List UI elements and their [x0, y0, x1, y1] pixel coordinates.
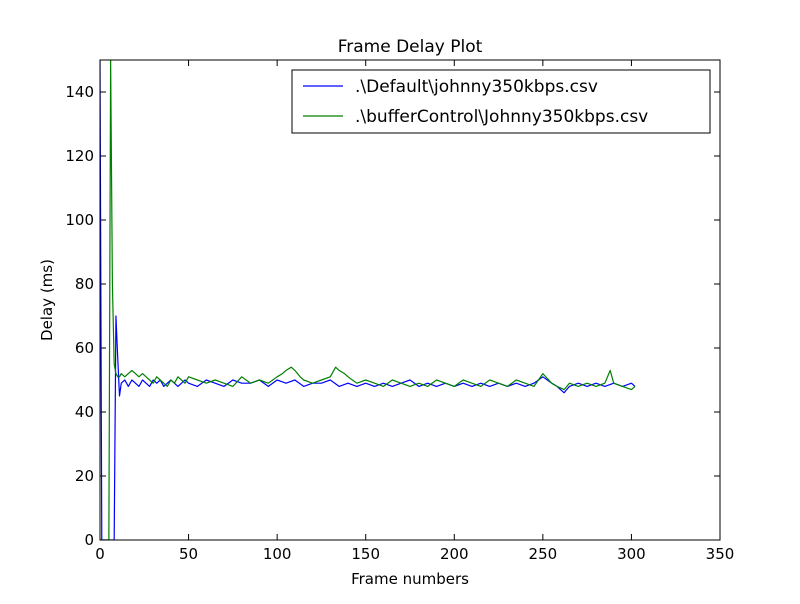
x-axis-label: Frame numbers — [351, 570, 469, 588]
y-tick-label: 120 — [65, 147, 94, 165]
x-tick-label: 100 — [263, 545, 292, 563]
y-tick-label: 140 — [65, 83, 94, 101]
y-tick-label: 60 — [75, 339, 94, 357]
axis-ticks: 0 50 100 150 200 250 300 350 0 20 40 60 80 100 120 140 — [65, 60, 734, 563]
legend-label-buffer-control: .\bufferControl\Johnny350kbps.csv — [355, 107, 648, 127]
x-tick-label: 50 — [179, 545, 198, 563]
x-tick-label: 0 — [95, 545, 105, 563]
legend-box — [291, 69, 711, 134]
x-tick-label: 200 — [440, 545, 469, 563]
y-tick-label: 100 — [65, 211, 94, 229]
y-tick-label: 20 — [75, 467, 94, 485]
y-tick-label: 80 — [75, 275, 94, 293]
y-tick-label: 40 — [75, 403, 94, 421]
y-tick-label: 0 — [84, 531, 94, 549]
series-line-default — [100, 60, 636, 540]
chart-title: Frame Delay Plot — [338, 37, 483, 57]
x-tick-label: 350 — [706, 545, 735, 563]
x-tick-label: 150 — [351, 545, 380, 563]
legend-label-default: .\Default\johnny350kbps.csv — [355, 77, 598, 97]
series-line-buffer-control — [100, 60, 636, 540]
x-tick-label: 250 — [529, 545, 558, 563]
y-axis-label: Delay (ms) — [38, 259, 56, 341]
legend: .\Default\johnny350kbps.csv .\bufferCont… — [291, 69, 711, 134]
plot-area-frame — [99, 59, 721, 541]
series-lines — [100, 60, 636, 540]
x-tick-label: 300 — [617, 545, 646, 563]
